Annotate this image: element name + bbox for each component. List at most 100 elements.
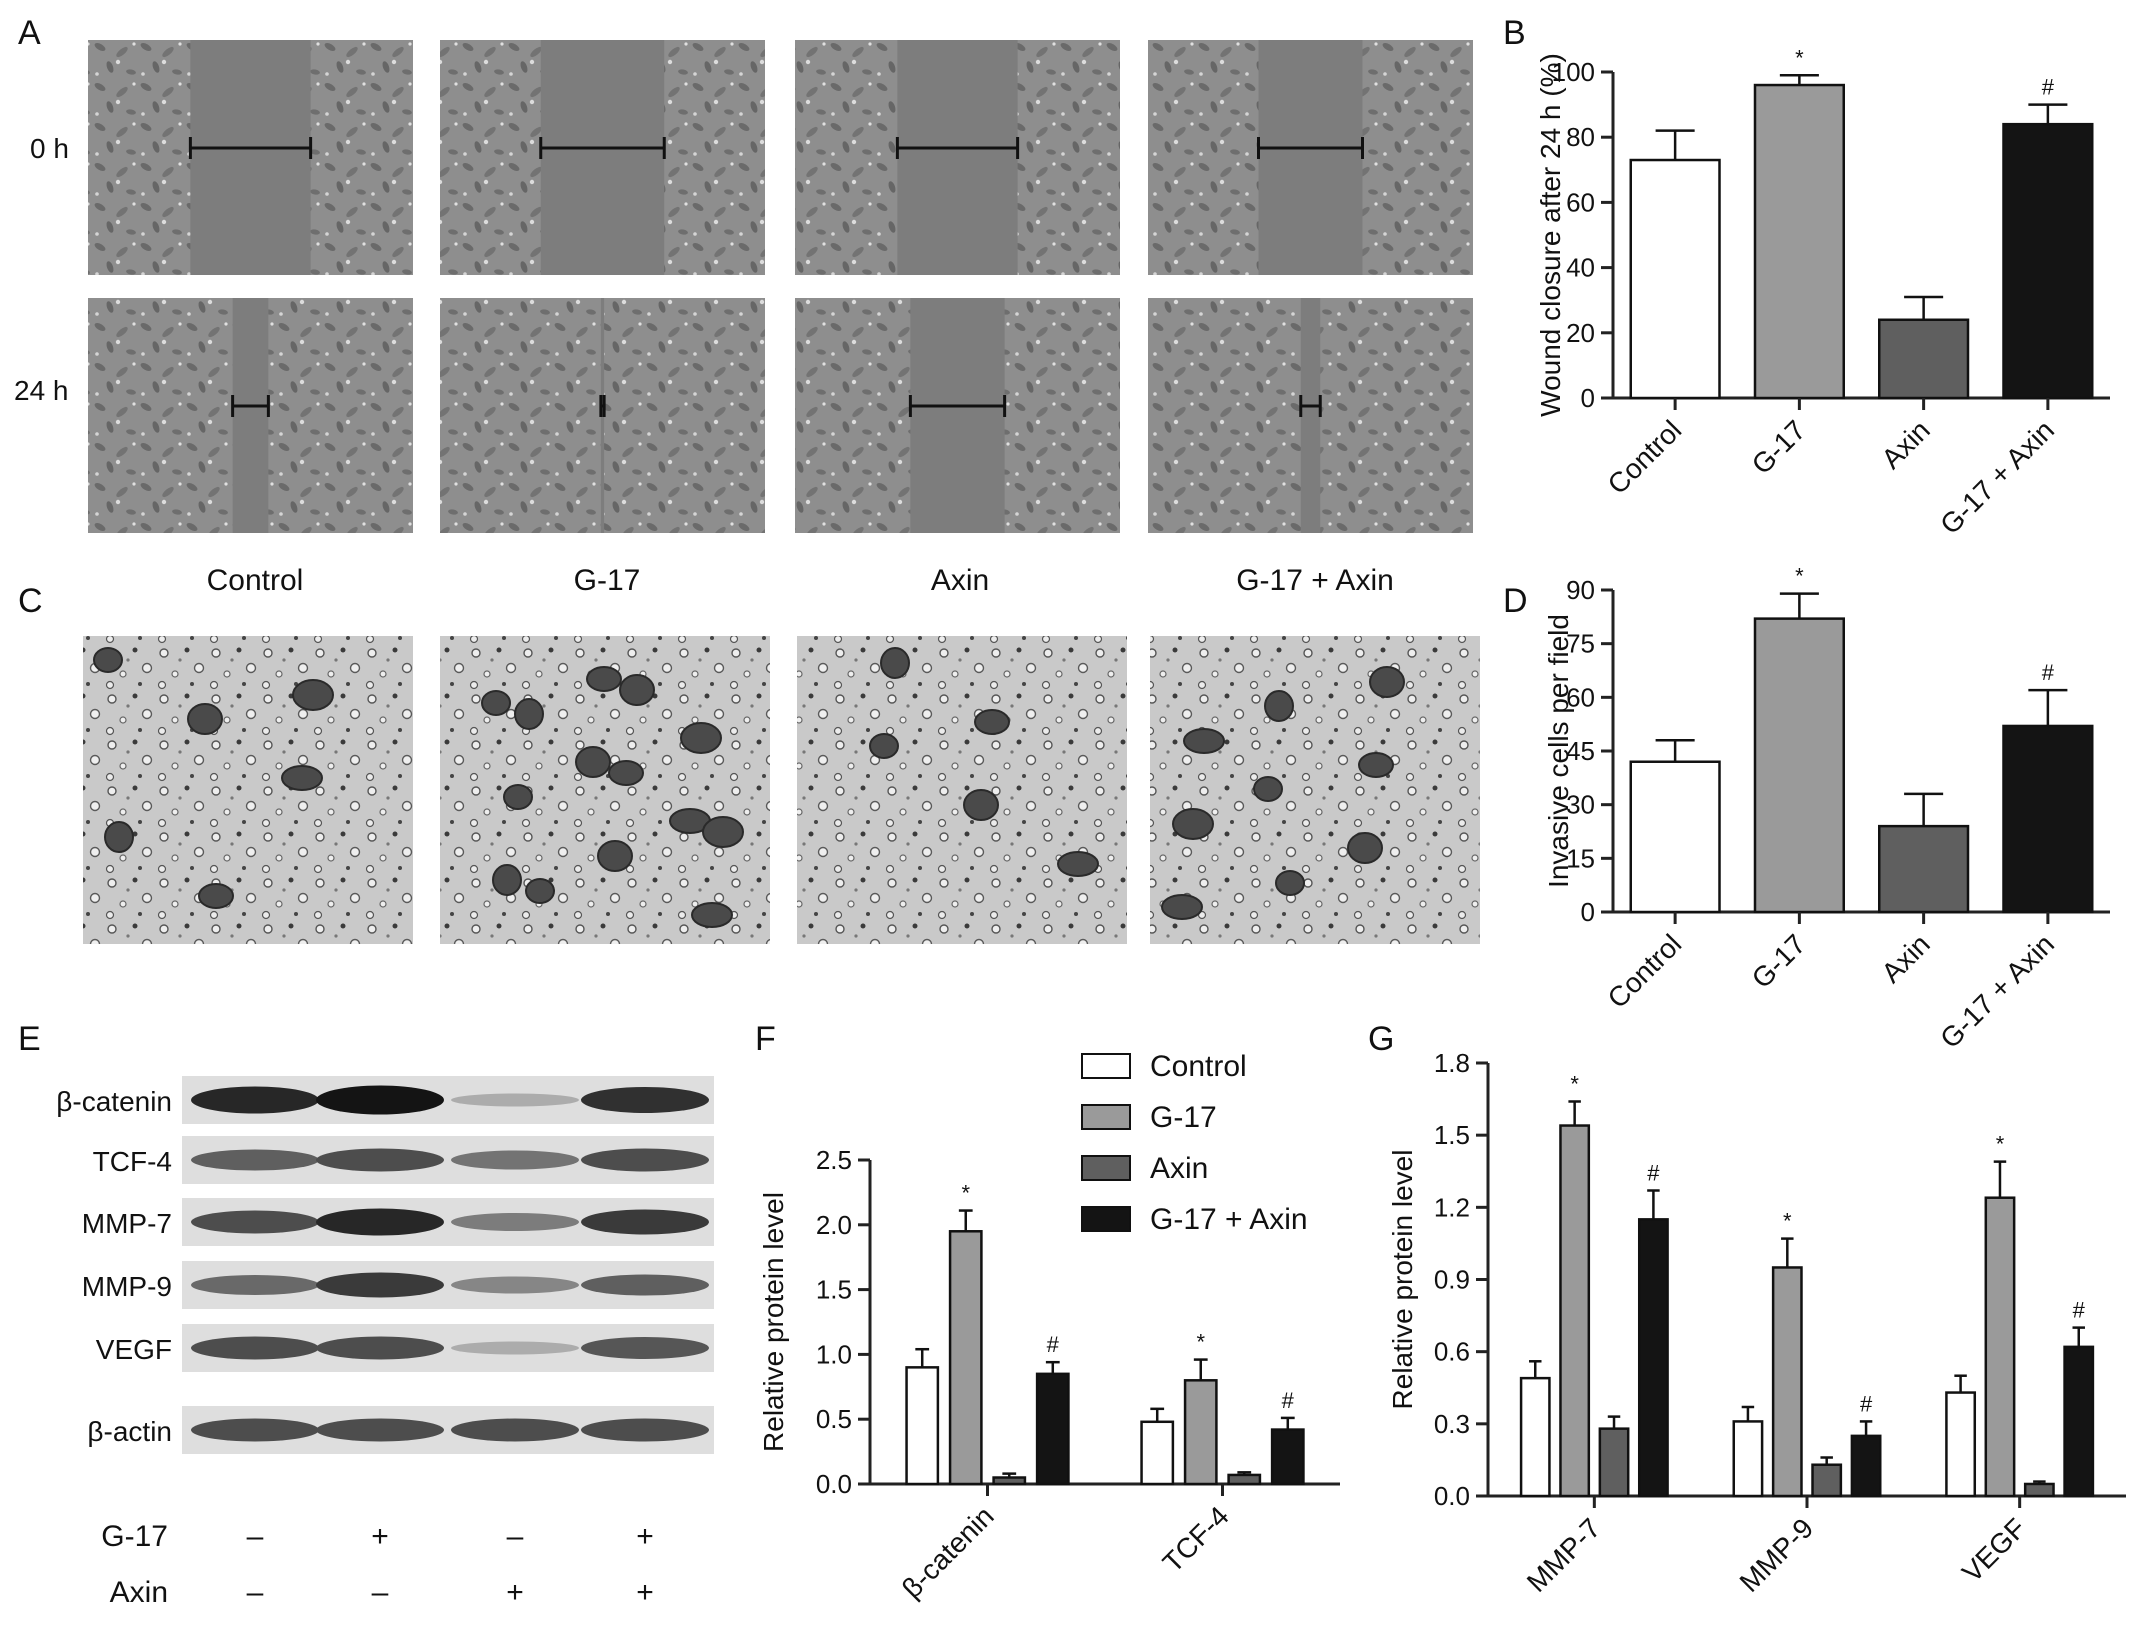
- invaded-cell: [187, 703, 223, 735]
- invaded-cell: [608, 760, 644, 786]
- invaded-cell: [680, 722, 722, 754]
- group-label-axin: Axin: [931, 564, 989, 597]
- transwell-image-axin: [797, 636, 1127, 944]
- scratch-image-0h-g17-axin-wound-gap: [1258, 40, 1363, 275]
- significance-marker: *: [1795, 564, 1804, 589]
- treatment-sign-1-0: –: [247, 1576, 264, 1609]
- y-axis-title: Invasive cells per field: [1543, 614, 1574, 888]
- invaded-cell: [514, 698, 544, 730]
- y-tick-label: 0.5: [816, 1404, 852, 1434]
- y-tick-label: 15: [1566, 843, 1595, 873]
- band-label-3: MMP-9: [82, 1271, 172, 1302]
- y-tick-label: 0: [1581, 897, 1595, 927]
- y-tick-label: 2.5: [816, 1145, 852, 1175]
- invaded-cell: [575, 746, 611, 778]
- scratch-image-24h-control-wound-gap: [232, 298, 269, 533]
- invaded-cell: [1275, 870, 1305, 896]
- blot-band-2-lane-0: [191, 1210, 319, 1234]
- bar-G-17 + Axin: [1637, 1218, 1669, 1498]
- y-axis-title: Relative protein level: [758, 1192, 789, 1452]
- y-tick-label: 40: [1566, 253, 1595, 283]
- panel-f-letter: F: [755, 1020, 776, 1058]
- x-tick-label: Control: [1602, 414, 1688, 500]
- y-tick-label: 0.0: [816, 1469, 852, 1499]
- invaded-cell: [281, 765, 323, 791]
- y-tick-label: 1.5: [1434, 1120, 1470, 1150]
- transwell-image-g17-axin: [1150, 636, 1480, 944]
- blot-band-4-lane-2: [451, 1341, 579, 1355]
- bar-G-17: [1753, 83, 1845, 400]
- blot-band-2-lane-2: [451, 1213, 579, 1231]
- treatment-sign-0-2: –: [507, 1520, 524, 1553]
- band-label-0: β-catenin: [56, 1086, 172, 1117]
- significance-marker: *: [1795, 45, 1804, 70]
- blot-band-3-lane-3: [581, 1274, 709, 1296]
- blot-band-0-lane-3: [581, 1087, 709, 1113]
- blot-band-2-lane-3: [581, 1209, 709, 1235]
- row-label-0h: 0 h: [30, 133, 69, 164]
- panel-c-transwell-images: [83, 636, 1480, 944]
- significance-marker: *: [1196, 1330, 1205, 1355]
- group-label-control: Control: [207, 564, 304, 597]
- invaded-cell: [481, 690, 511, 716]
- transwell-image-control: [83, 636, 413, 944]
- bar-G-17 + Axin: [1270, 1428, 1305, 1486]
- blot-band-4-lane-3: [581, 1337, 709, 1359]
- invaded-cell: [702, 816, 744, 848]
- blot-band-2-lane-1: [316, 1208, 444, 1236]
- scratch-image-0h-axin-wound-gap: [897, 40, 1018, 275]
- x-tick-label: G-17 + Axin: [1934, 414, 2060, 540]
- y-tick-label: 30: [1566, 790, 1595, 820]
- y-tick-label: 20: [1566, 318, 1595, 348]
- blot-band-1-lane-1: [316, 1148, 444, 1172]
- group-label-g17-axin: G-17 + Axin: [1236, 564, 1394, 597]
- bar-G-17: [1771, 1266, 1803, 1498]
- y-tick-label: 0.9: [1434, 1265, 1470, 1295]
- panel-g-letter: G: [1368, 1020, 1394, 1058]
- y-tick-label: 75: [1566, 629, 1595, 659]
- band-label-1: TCF-4: [93, 1146, 172, 1177]
- legend-swatch-0: [1081, 1053, 1131, 1079]
- invaded-cell: [869, 733, 899, 759]
- x-tick-label: Axin: [1875, 928, 1935, 988]
- scratch-image-0h-g17-wound-gap: [540, 40, 665, 275]
- y-tick-label: 45: [1566, 736, 1595, 766]
- significance-marker: *: [1570, 1071, 1579, 1096]
- y-tick-label: 100: [1552, 57, 1595, 87]
- bar-G-17 + Axin: [2002, 724, 2094, 914]
- chart-d-invasive-cells: 0 15 30 45 60 75 90 Invasive cells per field Con…: [1543, 564, 2110, 1054]
- y-tick-label: 0.0: [1434, 1481, 1470, 1511]
- x-tick-label: MMP-7: [1521, 1512, 1607, 1598]
- invaded-cell: [1057, 851, 1099, 877]
- invaded-cell: [93, 647, 123, 673]
- scratch-image-24h-g17-wound-gap: [600, 298, 605, 533]
- blot-band-0-lane-1: [316, 1085, 444, 1115]
- panel-d-letter: D: [1503, 582, 1528, 620]
- bar-Control: [1732, 1420, 1764, 1498]
- legend-swatch-1: [1081, 1104, 1131, 1130]
- bar-Control: [1629, 760, 1721, 914]
- significance-marker: *: [1996, 1132, 2005, 1157]
- invaded-cell: [198, 883, 234, 909]
- band-label-2: MMP-7: [82, 1208, 172, 1239]
- scratch-image-24h-axin-wound-gap: [910, 298, 1005, 533]
- treatment-sign-1-3: +: [636, 1576, 654, 1609]
- panel-a-letter: A: [18, 14, 41, 52]
- invaded-cell: [292, 679, 334, 711]
- y-tick-label: 1.8: [1434, 1048, 1470, 1078]
- bar-Control: [905, 1366, 940, 1486]
- significance-marker: #: [2073, 1298, 2086, 1323]
- significance-marker: #: [1282, 1388, 1295, 1413]
- treatment-label-0: G-17: [101, 1520, 168, 1553]
- panel-a-scratch-images: [88, 40, 1473, 533]
- x-tick-label: G-17: [1746, 928, 1812, 994]
- bar-Control: [1140, 1420, 1175, 1486]
- legend-label-3: G-17 + Axin: [1150, 1203, 1308, 1236]
- band-label-5: β-actin: [87, 1416, 172, 1447]
- legend-label-2: Axin: [1150, 1152, 1208, 1185]
- blot-band-5-lane-1: [316, 1418, 444, 1442]
- legend-label-0: Control: [1150, 1050, 1247, 1083]
- y-axis-title: Wound closure after 24 h (%): [1535, 53, 1566, 417]
- blot-band-5-lane-2: [451, 1418, 579, 1442]
